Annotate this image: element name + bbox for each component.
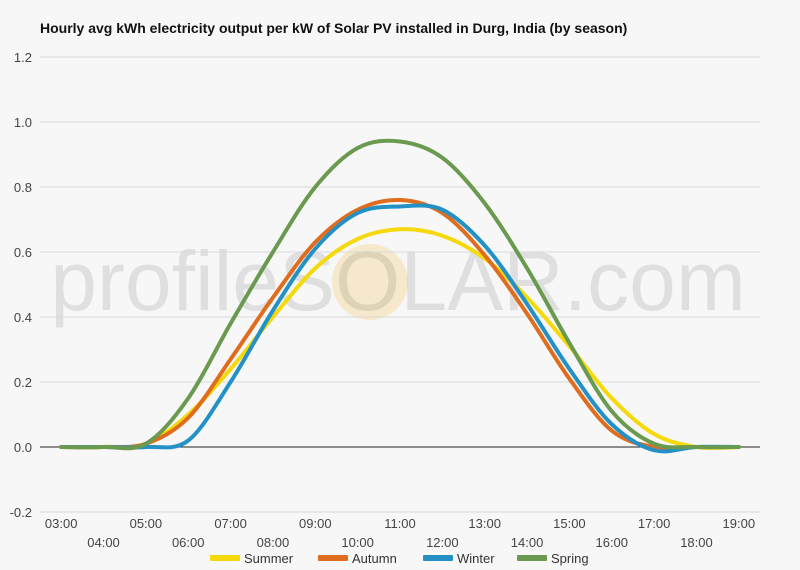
x-tick-label: 10:00 [341,535,374,550]
legend-label-summer: Summer [244,551,294,566]
series-lines [59,138,741,454]
x-tick-label: 11:00 [384,516,416,531]
x-tick-label: 15:00 [553,516,586,531]
y-tick-label: 1.0 [14,115,32,130]
legend: Summer Autumn Winter Spring [210,551,589,566]
x-tick-label: 08:00 [257,535,290,550]
legend-label-autumn: Autumn [352,551,397,566]
x-tick-label: 03:00 [45,516,78,531]
x-tick-label: 16:00 [595,535,628,550]
x-tick-label: 12:00 [426,535,459,550]
watermark-text: profileSOLAR.com [50,234,746,328]
watermark: profileSOLAR.com [50,234,746,328]
legend-swatch-summer [210,555,240,561]
x-tick-label: 14:00 [511,535,544,550]
legend-swatch-autumn [318,555,348,561]
legend-label-winter: Winter [457,551,495,566]
series-line-winter [59,203,741,454]
x-tick-label: 19:00 [723,516,756,531]
x-tick-label: 07:00 [214,516,247,531]
legend-label-spring: Spring [551,551,589,566]
y-tick-label: 0.2 [14,375,32,390]
x-tick-label: 04:00 [87,535,120,550]
chart-title: Hourly avg kWh electricity output per kW… [40,20,628,36]
y-tick-label: 0.8 [14,180,32,195]
series-line-spring [59,138,741,451]
legend-swatch-spring [517,555,547,561]
x-tick-label: 09:00 [299,516,332,531]
x-tick-label: 18:00 [680,535,713,550]
y-tick-label: 1.2 [14,50,32,65]
series-line-summer [59,227,741,450]
y-tick-label: 0.0 [14,440,32,455]
x-tick-label: 17:00 [638,516,671,531]
y-tick-label: 0.4 [14,310,32,325]
legend-swatch-winter [423,555,453,561]
y-tick-label: 0.6 [14,245,32,260]
x-axis-ticks: 03:00 04:00 05:00 06:00 07:00 08:00 09:00 10:00… [45,516,755,550]
x-tick-label: 06:00 [172,535,205,550]
series-line-autumn [59,197,741,451]
y-axis-ticks: -0.2 0.0 0.2 0.4 0.6 0.8 1.0 1.2 [10,50,32,520]
y-tick-label: -0.2 [10,505,32,520]
x-tick-label: 13:00 [468,516,501,531]
watermark-sun-icon [332,244,408,320]
x-tick-label: 05:00 [130,516,163,531]
